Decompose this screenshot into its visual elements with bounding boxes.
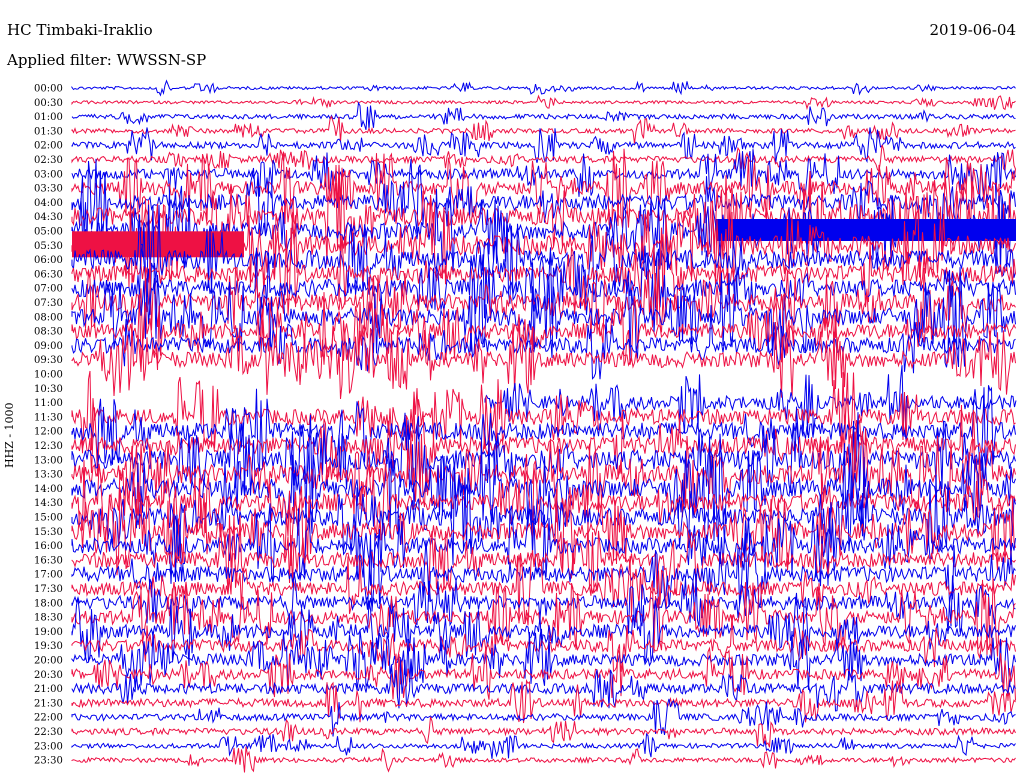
- trace-line: [71, 486, 1016, 576]
- trace-line: [71, 614, 1016, 673]
- time-label: 16:30: [34, 555, 63, 566]
- trace-line: [71, 592, 1016, 666]
- station-name: HC Timbaki-Iraklio: [7, 21, 153, 39]
- time-label: 20:30: [34, 670, 63, 681]
- time-label: 01:30: [34, 126, 63, 137]
- filter-label: Applied filter:: [7, 51, 112, 69]
- trace-line: [71, 698, 1016, 737]
- time-label: 00:00: [34, 84, 63, 95]
- trace-line: [71, 319, 1016, 400]
- time-label: 05:30: [34, 241, 63, 252]
- time-label-group: 00:00 00:30 01:00 01:30 02:00 02:30 03:00 03:30…: [34, 84, 63, 767]
- time-label: 18:30: [34, 613, 63, 624]
- trace-line: [71, 659, 1016, 712]
- trace-line: [71, 732, 1016, 759]
- time-label: 04:30: [34, 212, 63, 223]
- trace-line: [71, 746, 1016, 773]
- trace-line: [71, 204, 1016, 304]
- time-label: 02:30: [34, 155, 63, 166]
- time-label: 09:30: [34, 355, 63, 366]
- time-label: 17:30: [34, 584, 63, 595]
- trace-line: [71, 115, 1016, 144]
- trace-line: [71, 532, 1016, 612]
- time-label: 12:30: [34, 441, 63, 452]
- time-label: 15:30: [34, 527, 63, 538]
- filter-value: WWSSN-SP: [116, 51, 207, 69]
- time-label: 12:00: [34, 427, 63, 438]
- time-label: 20:00: [34, 656, 63, 667]
- time-label: 15:00: [34, 513, 63, 524]
- trace-line: [71, 158, 1016, 244]
- trace-line: [71, 577, 1016, 660]
- time-label: 18:00: [34, 598, 63, 609]
- time-label: 02:00: [34, 141, 63, 152]
- time-label: 04:00: [34, 198, 63, 209]
- time-label: 13:00: [34, 455, 63, 466]
- trace-line: [71, 259, 1016, 347]
- time-label: 19:00: [34, 627, 63, 638]
- trace-line: [484, 365, 1017, 437]
- trace-line: [71, 572, 1016, 637]
- trace-line: [71, 144, 1016, 173]
- time-label: 21:30: [34, 698, 63, 709]
- time-label: 11:30: [34, 412, 63, 423]
- time-label: 11:00: [34, 398, 63, 409]
- time-label: 14:00: [34, 484, 63, 495]
- trace-line: [71, 503, 1016, 587]
- time-label: 01:00: [34, 112, 63, 123]
- time-label: 23:30: [34, 756, 63, 767]
- trace-line: [71, 287, 1016, 371]
- time-label: 17:00: [34, 570, 63, 581]
- time-label: 06:00: [34, 255, 63, 266]
- time-label: 22:30: [34, 727, 63, 738]
- time-label: 03:30: [34, 184, 63, 195]
- time-label: 19:30: [34, 641, 63, 652]
- time-label: 13:30: [34, 470, 63, 481]
- time-label: 10:00: [34, 370, 63, 381]
- time-label: 07:00: [34, 284, 63, 295]
- trace-line: [71, 101, 1016, 131]
- date-label: 2019-06-04: [929, 21, 1016, 39]
- trace-line: [71, 94, 1016, 111]
- time-label: 06:30: [34, 269, 63, 280]
- time-label: 07:30: [34, 298, 63, 309]
- time-label: 16:00: [34, 541, 63, 552]
- time-label: 23:00: [34, 741, 63, 752]
- time-label: 08:00: [34, 312, 63, 323]
- trace-group: [71, 79, 1017, 773]
- time-label: 08:30: [34, 327, 63, 338]
- filter-line: Applied filter: WWSSN-SP: [7, 51, 206, 69]
- trace-line: [71, 644, 1016, 701]
- saturation-block: [716, 219, 1016, 241]
- trace-line: [71, 406, 1016, 510]
- time-label: 03:00: [34, 169, 63, 180]
- time-label: 00:30: [34, 98, 63, 109]
- trace-line: [71, 243, 1016, 334]
- trace-line: [71, 550, 1016, 626]
- trace-line: [71, 454, 1016, 544]
- trace-line: [71, 467, 1016, 565]
- time-label: 09:00: [34, 341, 63, 352]
- trace-line: [71, 305, 1016, 380]
- time-label: 05:00: [34, 227, 63, 238]
- time-label: 10:30: [34, 384, 63, 395]
- trace-line: [71, 127, 1016, 165]
- trace-line: [71, 385, 1016, 473]
- trace-line: [71, 267, 1016, 368]
- trace-line: [71, 79, 1016, 97]
- trace-line: [71, 427, 1016, 523]
- trace-line: [71, 678, 1016, 724]
- trace-line: [71, 716, 1016, 748]
- time-label: 21:00: [34, 684, 63, 695]
- time-label: 22:00: [34, 713, 63, 724]
- time-label: 14:30: [34, 498, 63, 509]
- trace-line: [71, 148, 1016, 231]
